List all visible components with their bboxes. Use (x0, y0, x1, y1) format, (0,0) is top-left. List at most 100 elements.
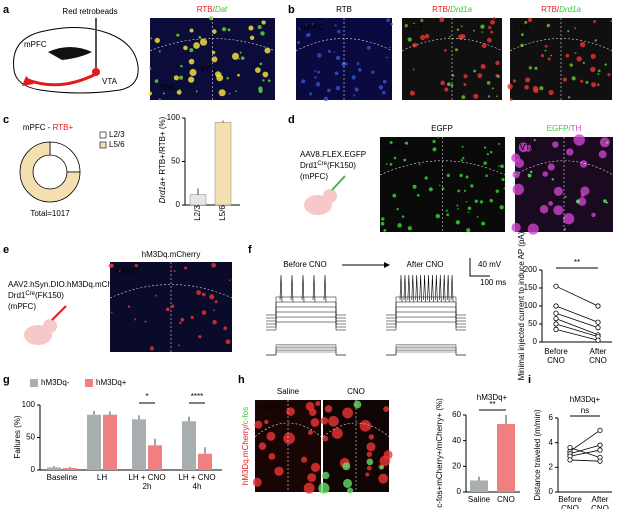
cell (567, 96, 571, 99)
donut-slice (49, 141, 81, 173)
data-point (597, 458, 603, 464)
micrograph (380, 137, 505, 232)
cell (259, 62, 263, 66)
spike (415, 274, 419, 303)
cell (580, 79, 584, 83)
cell (225, 339, 231, 345)
trace-title: Before CNO (283, 260, 327, 269)
cell (334, 24, 337, 27)
paired-line (569, 444, 601, 455)
paired-line (555, 312, 599, 328)
paired-line (555, 329, 599, 341)
cell (378, 473, 389, 484)
x-tick-label: After (592, 495, 609, 504)
significance: **** (191, 392, 203, 401)
cell (322, 435, 329, 442)
cell (512, 171, 520, 179)
cell (378, 85, 384, 90)
cell (327, 88, 331, 93)
spike (279, 274, 283, 303)
cell (150, 37, 153, 40)
cell (486, 37, 492, 43)
cell (485, 174, 488, 178)
text-part: c-fos (241, 407, 250, 424)
spike (403, 274, 407, 303)
y-axis-label: Drd1a+ RTB+/RTB+ (%) (158, 116, 167, 203)
cell (490, 30, 494, 34)
cell (201, 310, 207, 315)
cell (597, 69, 601, 73)
cell (435, 213, 441, 219)
cell (307, 473, 317, 483)
cell (286, 407, 295, 416)
cell (226, 77, 229, 80)
x-tick-label: L2/3 (193, 205, 202, 221)
cell (597, 73, 600, 76)
text-part: TH (571, 124, 582, 133)
cell (344, 62, 348, 66)
voltage-trace (266, 316, 346, 328)
cell (162, 92, 165, 95)
cell (489, 198, 494, 203)
cell (544, 44, 548, 48)
cell (356, 62, 360, 66)
cell (401, 215, 405, 218)
cell (366, 45, 371, 50)
cell (544, 49, 547, 52)
text-part: RTB/ (541, 5, 560, 14)
cell (407, 37, 412, 42)
cell (366, 451, 373, 457)
y-tick-label: 200 (524, 265, 538, 274)
cell (546, 23, 551, 28)
cell (481, 221, 486, 226)
cell (390, 22, 393, 26)
current-step (266, 350, 346, 356)
cell (365, 472, 370, 477)
y-tick-label: 0 (549, 487, 554, 496)
cell (314, 69, 317, 72)
cell (580, 193, 585, 198)
bar (87, 414, 101, 470)
voltage-trace (386, 306, 466, 322)
cell (420, 18, 424, 22)
cell (439, 17, 445, 23)
cell (252, 477, 262, 487)
data-point (595, 337, 601, 343)
x-tick-label: 4h (193, 482, 202, 491)
cell (158, 50, 161, 53)
cell (596, 83, 600, 87)
paired-line (569, 449, 601, 457)
cell (337, 29, 341, 34)
paired-line (555, 285, 599, 307)
total-label: Total=1017 (30, 209, 70, 218)
cell (466, 228, 471, 233)
cell (424, 176, 428, 180)
cell (574, 51, 577, 55)
bar (214, 122, 232, 206)
spike (438, 274, 442, 303)
bar (148, 445, 162, 470)
cell (598, 150, 607, 159)
voltage-trace (266, 311, 346, 325)
outline (401, 18, 503, 100)
cell (437, 136, 440, 139)
cell (322, 471, 330, 480)
cell (498, 165, 500, 167)
cell (211, 262, 216, 268)
image-label: mPFC (301, 23, 324, 32)
cell (154, 79, 159, 83)
text-part: Drd1a (450, 5, 472, 14)
cell (171, 304, 175, 308)
cell (216, 74, 224, 82)
cell (180, 64, 183, 68)
cell (459, 173, 463, 178)
cell (412, 68, 415, 71)
text-part: Cre (317, 161, 327, 167)
cell (385, 163, 388, 166)
bar (189, 194, 207, 206)
panel-label: a (3, 4, 10, 16)
image-title: hM3Dq.mCherry (142, 250, 201, 259)
construct: (mPFC) (300, 172, 328, 181)
cell (564, 228, 566, 231)
